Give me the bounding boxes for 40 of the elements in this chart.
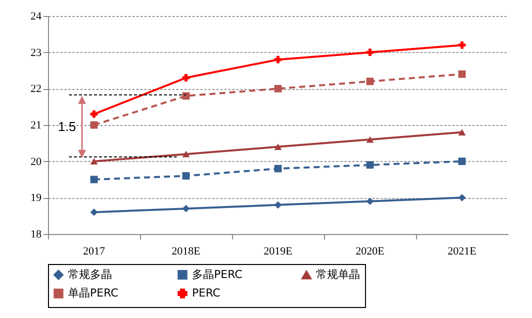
y-tick-label: 23 [30, 46, 42, 59]
legend-label: 常规单晶 [316, 268, 360, 282]
point [366, 48, 374, 56]
point [366, 78, 374, 86]
point [182, 172, 190, 180]
point [458, 129, 466, 136]
point [366, 136, 374, 143]
y-tick-label: 24 [30, 10, 42, 22]
legend-label: 多晶PERC [192, 268, 243, 281]
x-tick-label: 2020E [356, 246, 385, 258]
x-tick-label: 2018E [172, 246, 201, 258]
point [90, 208, 98, 216]
legend-label: 常规多晶 [68, 268, 112, 281]
annotation: 1.5 [58, 118, 76, 134]
point [182, 92, 190, 100]
point [458, 194, 466, 202]
x-tick-label: 2017 [83, 246, 106, 258]
point [366, 198, 374, 206]
legend-label: PERC [192, 286, 221, 300]
legend-label: 单晶PERC [68, 286, 119, 300]
point [274, 164, 282, 172]
y-tick-label: 18 [30, 228, 42, 240]
point [274, 144, 282, 150]
point [458, 41, 466, 49]
y-tick-label: 19 [30, 192, 42, 204]
y-tick-label: 22 [30, 83, 42, 96]
point [458, 70, 466, 78]
point [90, 110, 98, 118]
y-tick-label: 20 [30, 156, 42, 168]
point [90, 158, 98, 165]
point [274, 84, 282, 92]
point [458, 158, 466, 166]
point [182, 204, 190, 212]
point [182, 150, 190, 158]
point [182, 74, 190, 82]
y-tick-label: 21 [30, 120, 42, 132]
x-tick-label: 2021E [448, 246, 477, 258]
x-tick-label: 2019E [264, 246, 293, 258]
point [274, 201, 282, 209]
point [274, 56, 282, 64]
